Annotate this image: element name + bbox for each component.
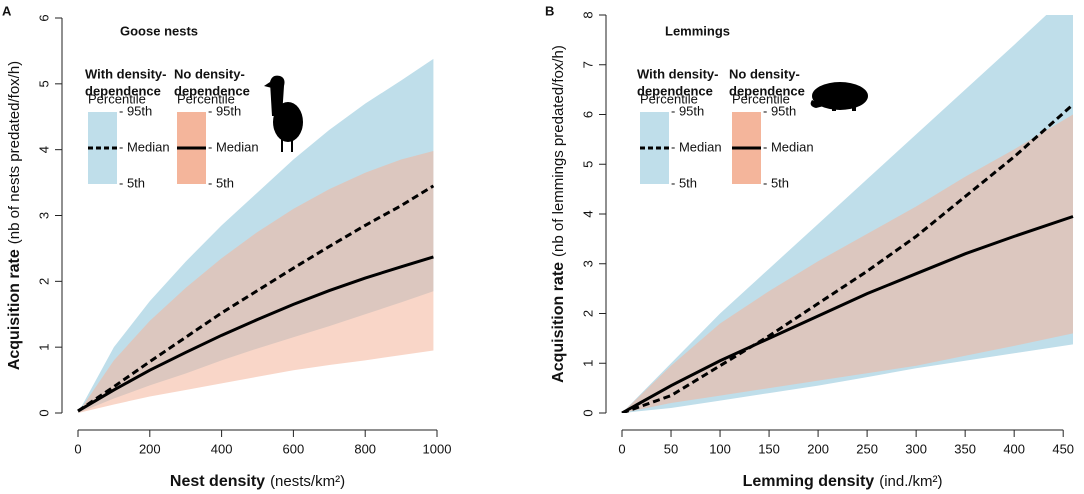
x-tick-label: 0 xyxy=(618,441,625,456)
panel-label: B xyxy=(545,3,554,18)
x-tick-label: 300 xyxy=(905,441,927,456)
x-tick-label: 350 xyxy=(954,441,976,456)
plot-area xyxy=(621,15,1074,413)
legend-label: - 5th xyxy=(763,175,789,190)
legend-heading: No density- xyxy=(174,66,245,81)
x-tick-label: 100 xyxy=(709,441,731,456)
x-title-unit: (nests/km²) xyxy=(270,473,345,490)
y-title-unit: (nb of lemmings predated/fox/h) xyxy=(550,45,567,257)
y-title-unit: (nb of nests predated/fox/h) xyxy=(6,61,23,244)
y-tick-label: 2 xyxy=(580,310,595,317)
percentile-band xyxy=(78,150,434,413)
median-line xyxy=(621,215,1074,413)
x-tick-label: 250 xyxy=(856,441,878,456)
y-tick-label: 6 xyxy=(580,111,595,118)
y-tick-label: 8 xyxy=(580,11,595,18)
x-title-bold: Lemming density xyxy=(743,473,875,490)
x-title-bold: Nest density xyxy=(170,473,265,490)
x-tick-label: 400 xyxy=(211,441,233,456)
x-title-unit: (ind./km²) xyxy=(879,473,942,490)
y-tick-label: 1 xyxy=(36,344,51,351)
legend-label: - 95th xyxy=(119,103,152,118)
legend-heading: dependence xyxy=(729,83,805,98)
y-tick-label: 4 xyxy=(580,210,595,217)
legend-label: - 5th xyxy=(119,175,145,190)
lemming-icon xyxy=(810,82,868,111)
legend-label: - Median xyxy=(119,139,170,154)
y-axis-title: Acquisition rate (nb of nests predated/fo… xyxy=(6,61,23,370)
legend-heading: With density- xyxy=(85,66,167,81)
legend-label: - 95th xyxy=(763,103,796,118)
legend-label: - Median xyxy=(671,139,722,154)
median-line xyxy=(77,184,435,413)
goose-icon xyxy=(264,75,303,152)
median-line xyxy=(77,255,434,413)
y-tick-label: 2 xyxy=(36,278,51,285)
y-tick-label: 5 xyxy=(36,80,51,87)
x-tick-label: 600 xyxy=(283,441,305,456)
y-tick-label: 4 xyxy=(36,146,51,153)
x-tick-label: 200 xyxy=(139,441,161,456)
y-title-bold: Acquisition rate xyxy=(550,262,567,383)
legend-heading: With density- xyxy=(637,66,719,81)
panel-title: Goose nests xyxy=(120,23,198,38)
y-tick-label: 0 xyxy=(580,409,595,416)
x-tick-label: 200 xyxy=(807,441,829,456)
legend-label: - 95th xyxy=(208,103,241,118)
x-tick-label: 0 xyxy=(74,441,81,456)
y-tick-label: 3 xyxy=(580,260,595,267)
x-tick-label: 50 xyxy=(664,441,678,456)
percentile-band xyxy=(622,114,1073,413)
x-axis-title: Nest density (nests/km²) xyxy=(170,473,345,490)
x-tick-label: 1000 xyxy=(423,441,452,456)
legend-label: - 5th xyxy=(671,175,697,190)
legend-label: - 5th xyxy=(208,175,234,190)
legend-heading: No density- xyxy=(729,66,800,81)
x-tick-label: 450 xyxy=(1052,441,1074,456)
y-tick-label: 5 xyxy=(580,161,595,168)
legend-label: - Median xyxy=(763,139,814,154)
plot-area xyxy=(77,58,435,413)
legend-percentile: Percentile xyxy=(88,91,146,106)
x-tick-label: 150 xyxy=(758,441,780,456)
legend-percentile: Percentile xyxy=(177,91,235,106)
legend-percentile: Percentile xyxy=(732,91,790,106)
y-tick-label: 6 xyxy=(36,14,51,21)
x-tick-label: 800 xyxy=(354,441,376,456)
y-tick-label: 0 xyxy=(36,409,51,416)
x-axis-title: Lemming density (ind./km²) xyxy=(743,473,943,490)
legend-heading: dependence xyxy=(174,83,250,98)
y-title-bold: Acquisition rate xyxy=(6,249,23,370)
y-tick-label: 3 xyxy=(36,212,51,219)
legend-heading: dependence xyxy=(85,83,161,98)
legend-label: - 95th xyxy=(671,103,704,118)
y-tick-label: 1 xyxy=(580,360,595,367)
legend-percentile: Percentile xyxy=(640,91,698,106)
legend-heading: dependence xyxy=(637,83,713,98)
panel-label: A xyxy=(2,3,12,18)
x-tick-label: 400 xyxy=(1003,441,1025,456)
y-tick-label: 7 xyxy=(580,61,595,68)
y-axis-title: Acquisition rate (nb of lemmings predated… xyxy=(550,45,567,383)
legend-label: - Median xyxy=(208,139,259,154)
median-line xyxy=(621,103,1074,413)
panel-title: Lemmings xyxy=(665,23,730,38)
